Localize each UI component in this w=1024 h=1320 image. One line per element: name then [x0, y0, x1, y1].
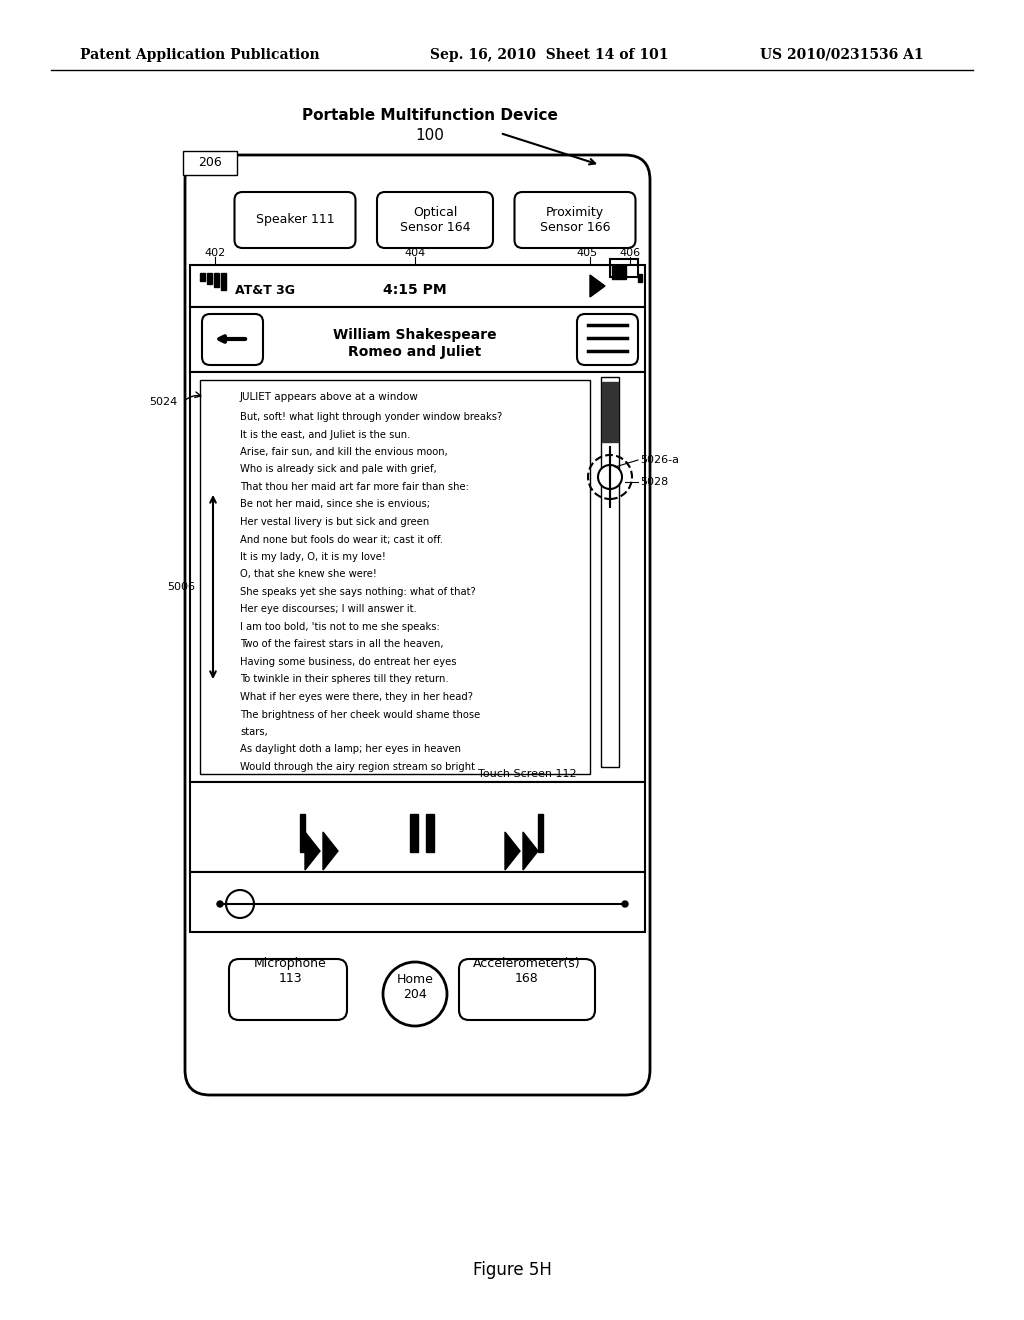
- Text: 5026-a: 5026-a: [640, 455, 679, 465]
- Text: 100: 100: [416, 128, 444, 143]
- Text: As daylight doth a lamp; her eyes in heaven: As daylight doth a lamp; her eyes in hea…: [240, 744, 461, 755]
- Text: Would through the airy region stream so bright: Would through the airy region stream so …: [240, 762, 475, 772]
- Text: Be not her maid, since she is envious;: Be not her maid, since she is envious;: [240, 499, 430, 510]
- Bar: [300, 814, 305, 851]
- Text: Romeo and Juliet: Romeo and Juliet: [348, 345, 481, 359]
- Circle shape: [383, 962, 447, 1026]
- FancyBboxPatch shape: [190, 781, 645, 873]
- FancyBboxPatch shape: [377, 191, 493, 248]
- Text: AT&T 3G: AT&T 3G: [234, 284, 295, 297]
- Circle shape: [217, 902, 223, 907]
- Text: It is my lady, O, it is my love!: It is my lady, O, it is my love!: [240, 552, 386, 562]
- Text: stars,: stars,: [240, 727, 267, 737]
- Text: The brightness of her cheek would shame those: The brightness of her cheek would shame …: [240, 710, 480, 719]
- Text: I am too bold, 'tis not to me she speaks:: I am too bold, 'tis not to me she speaks…: [240, 622, 439, 632]
- Bar: [610, 259, 638, 277]
- Text: Figure 5H: Figure 5H: [472, 1261, 552, 1279]
- Bar: [200, 273, 205, 281]
- Bar: [602, 381, 618, 442]
- FancyBboxPatch shape: [229, 960, 347, 1020]
- FancyBboxPatch shape: [190, 265, 645, 308]
- Bar: [207, 273, 212, 284]
- Text: Who is already sick and pale with grief,: Who is already sick and pale with grief,: [240, 465, 437, 474]
- Text: But, soft! what light through yonder window breaks?: But, soft! what light through yonder win…: [240, 412, 502, 422]
- Text: That thou her maid art far more fair than she:: That thou her maid art far more fair tha…: [240, 482, 469, 492]
- Text: Arise, fair sun, and kill the envious moon,: Arise, fair sun, and kill the envious mo…: [240, 447, 447, 457]
- FancyBboxPatch shape: [190, 372, 645, 781]
- Polygon shape: [505, 832, 520, 870]
- Text: JULIET appears above at a window: JULIET appears above at a window: [240, 392, 419, 403]
- Text: Two of the fairest stars in all the heaven,: Two of the fairest stars in all the heav…: [240, 639, 443, 649]
- Text: Her eye discourses; I will answer it.: Her eye discourses; I will answer it.: [240, 605, 417, 615]
- Text: 5024: 5024: [148, 397, 177, 407]
- FancyBboxPatch shape: [200, 380, 590, 774]
- Bar: [221, 273, 226, 290]
- Text: Portable Multifunction Device: Portable Multifunction Device: [302, 107, 558, 123]
- Text: Home
204: Home 204: [396, 973, 433, 1001]
- Bar: [426, 814, 434, 851]
- Text: 405: 405: [577, 248, 598, 257]
- Text: Touch Screen 112: Touch Screen 112: [478, 770, 577, 779]
- FancyBboxPatch shape: [185, 154, 650, 1096]
- Text: Sep. 16, 2010  Sheet 14 of 101: Sep. 16, 2010 Sheet 14 of 101: [430, 48, 669, 62]
- Circle shape: [598, 465, 622, 488]
- Bar: [410, 814, 418, 851]
- FancyBboxPatch shape: [190, 308, 645, 372]
- Polygon shape: [323, 832, 338, 870]
- Bar: [612, 265, 626, 279]
- FancyBboxPatch shape: [190, 873, 645, 932]
- Text: Having some business, do entreat her eyes: Having some business, do entreat her eye…: [240, 657, 457, 667]
- Text: And none but fools do wear it; cast it off.: And none but fools do wear it; cast it o…: [240, 535, 443, 544]
- Text: 5028: 5028: [640, 477, 669, 487]
- Text: Microphone
113: Microphone 113: [254, 957, 327, 985]
- Text: Optical
Sensor 164: Optical Sensor 164: [399, 206, 470, 234]
- Bar: [538, 814, 543, 851]
- Bar: [214, 273, 219, 286]
- Text: 402: 402: [205, 248, 225, 257]
- Text: What if her eyes were there, they in her head?: What if her eyes were there, they in her…: [240, 692, 473, 702]
- FancyBboxPatch shape: [577, 314, 638, 366]
- Text: Her vestal livery is but sick and green: Her vestal livery is but sick and green: [240, 517, 429, 527]
- Text: 206: 206: [198, 157, 222, 169]
- Text: Proximity
Sensor 166: Proximity Sensor 166: [540, 206, 610, 234]
- Text: Accelerometer(s)
168: Accelerometer(s) 168: [473, 957, 581, 985]
- Text: 406: 406: [620, 248, 641, 257]
- Text: To twinkle in their spheres till they return.: To twinkle in their spheres till they re…: [240, 675, 449, 685]
- Text: Speaker 111: Speaker 111: [256, 214, 334, 227]
- Text: O, that she knew she were!: O, that she knew she were!: [240, 569, 377, 579]
- Circle shape: [622, 902, 628, 907]
- FancyBboxPatch shape: [234, 191, 355, 248]
- Polygon shape: [305, 832, 319, 870]
- Text: US 2010/0231536 A1: US 2010/0231536 A1: [760, 48, 924, 62]
- Text: She speaks yet she says nothing: what of that?: She speaks yet she says nothing: what of…: [240, 587, 476, 597]
- Text: Patent Application Publication: Patent Application Publication: [80, 48, 319, 62]
- FancyBboxPatch shape: [459, 960, 595, 1020]
- Text: 4:15 PM: 4:15 PM: [383, 282, 446, 297]
- FancyBboxPatch shape: [202, 314, 263, 366]
- Text: 404: 404: [404, 248, 426, 257]
- FancyBboxPatch shape: [514, 191, 636, 248]
- Text: It is the east, and Juliet is the sun.: It is the east, and Juliet is the sun.: [240, 429, 411, 440]
- Bar: [638, 275, 642, 282]
- Polygon shape: [523, 832, 538, 870]
- Polygon shape: [590, 275, 605, 297]
- Bar: [601, 378, 618, 767]
- Text: 5006: 5006: [167, 582, 195, 591]
- Text: William Shakespeare: William Shakespeare: [333, 327, 497, 342]
- Circle shape: [226, 890, 254, 917]
- FancyBboxPatch shape: [183, 150, 237, 176]
